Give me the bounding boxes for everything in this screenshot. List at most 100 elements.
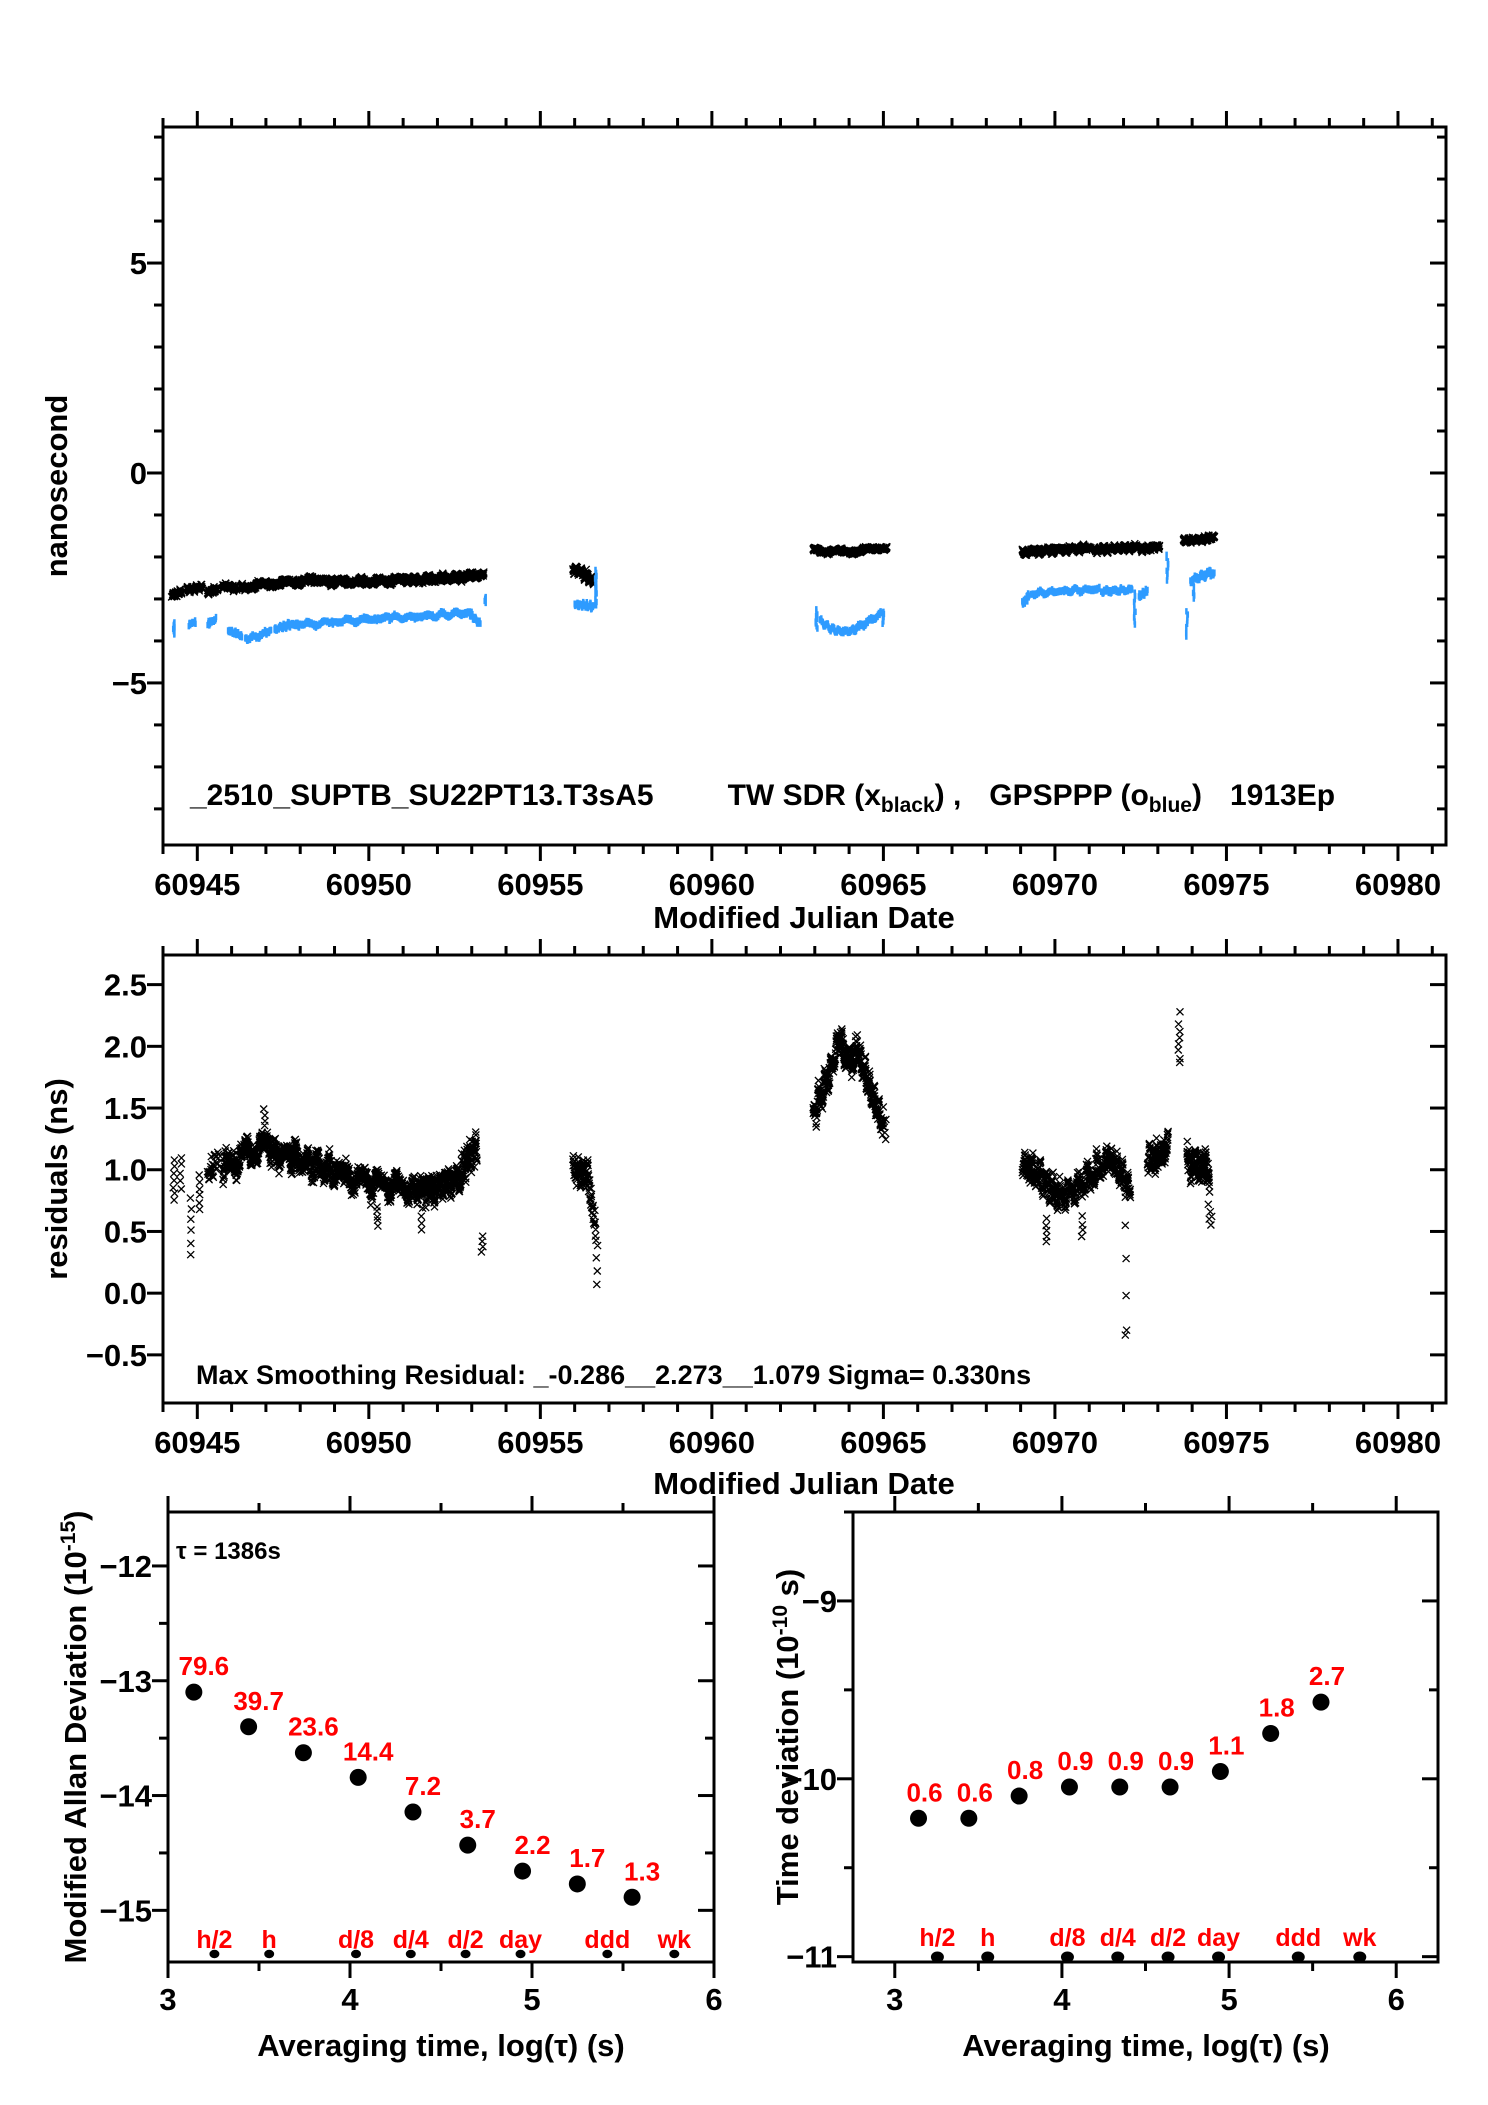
data-point [910, 1809, 928, 1827]
epoch-label: 1913Ep [1229, 779, 1336, 812]
x-tick-label: 4 [341, 1982, 359, 2017]
x-tick-label: 60960 [669, 867, 755, 902]
x-tick-label: 60950 [326, 1425, 412, 1460]
tau-marker-label: day [499, 1926, 542, 1954]
panel-frame [161, 125, 1448, 847]
tau-marker-label: h/2 [919, 1924, 955, 1952]
tau-marker-dot [602, 1949, 613, 1959]
tau-marker-label: d/4 [393, 1926, 429, 1954]
tdev-ylabel-exponent: -10 [769, 1604, 792, 1636]
y-tick-label: −11 [786, 1940, 837, 1975]
point-value-label: 2.2 [514, 1830, 550, 1860]
panel-residuals: 60945 60950 60955 60960 60965 60970 60975 60980… [86, 939, 1448, 1460]
point-value-label: 0.9 [1108, 1746, 1144, 1776]
tau-marker-dot [264, 1949, 275, 1959]
x-tick-label: 60980 [1355, 867, 1441, 902]
tau-marker-label: wk [1342, 1924, 1376, 1952]
tau-marker-dot [1353, 1951, 1367, 1963]
tau-marker-label: h/2 [196, 1926, 232, 1954]
tau-marker-label: wk [657, 1926, 691, 1954]
tau-marker-label: ddd [584, 1926, 630, 1954]
y-tick-label: −10 [784, 1762, 837, 1797]
data-point [294, 1744, 312, 1762]
y-tick-label: 2.0 [104, 1029, 147, 1064]
data-point [1111, 1778, 1129, 1796]
data-point [623, 1888, 641, 1906]
x-tick-label: 60945 [154, 867, 240, 902]
point-value-label: 3.7 [460, 1804, 496, 1834]
point-value-label: 14.4 [343, 1736, 394, 1766]
point-value-label: 0.6 [957, 1777, 993, 1807]
tau-marker-label: ddd [1275, 1924, 1321, 1952]
point-value-label: 0.9 [1158, 1746, 1194, 1776]
x-tick-label: 4 [1053, 1982, 1071, 2017]
data-point [240, 1718, 258, 1736]
tau-marker-dot [209, 1949, 220, 1959]
tau-marker-dot [1111, 1951, 1125, 1963]
x-axis-title-mjd-top: Modified Julian Date [653, 900, 955, 935]
data-point [404, 1803, 422, 1821]
data-point [185, 1683, 203, 1701]
tau-marker-label: h [262, 1926, 277, 1954]
point-value-label: 23.6 [288, 1712, 339, 1742]
y-tick-label: −5 [112, 666, 147, 701]
gpsppp-sub: blue [1148, 794, 1192, 817]
y-tick-label: 0.0 [104, 1276, 147, 1311]
point-value-label: 1.7 [569, 1843, 605, 1873]
data-point [1211, 1763, 1229, 1781]
tau-marker-dot [1212, 1951, 1226, 1963]
y-tick-label: −12 [99, 1549, 152, 1584]
mdev-ylabel-text: Modified Allan Deviation (10 [58, 1551, 93, 1964]
dataset-id: _2510_SUPTB_SU22PT13.T3sA5 [190, 779, 654, 812]
mdev-ylabel-exponent: -15 [57, 1520, 80, 1552]
panel-time-transfer: 60945 60950 60955 60960 60965 60970 60975 60980… [112, 111, 1448, 902]
y-axis-title-mdev: Modified Allan Deviation (10-15) [57, 1457, 94, 2017]
tau-marker-dot [515, 1949, 526, 1959]
y-axis-title-nanosecond: nanosecond [39, 394, 74, 578]
tau-marker-dot [351, 1949, 362, 1959]
x-tick-label: 60955 [497, 1425, 583, 1460]
x-tick-label: 60945 [154, 1425, 240, 1460]
x-tick-label: 60960 [669, 1425, 755, 1460]
y-tick-label: 2.5 [104, 968, 147, 1003]
x-axis-title-avgtime-right: Averaging time, log(τ) (s) [962, 2028, 1330, 2063]
data-point [1262, 1724, 1280, 1742]
tau-marker-label: d/8 [338, 1926, 374, 1954]
y-axis-title-residuals: residuals (ns) [39, 1078, 74, 1280]
y-axis-title-tdev: Time deviation (10-10 s) [769, 1487, 806, 1987]
mdev-ylabel-close: ) [58, 1510, 93, 1521]
series-tw-sdr [167, 531, 1219, 601]
x-axis-title-avgtime-left: Averaging time, log(τ) (s) [257, 2028, 625, 2063]
tw-sdr-close: ) , [934, 779, 962, 812]
tau-marker-label: d/4 [1100, 1924, 1136, 1952]
data-point [459, 1836, 477, 1854]
panel-frame [161, 953, 1448, 1405]
series-gpsppp [171, 551, 1216, 644]
tau-marker-dot [981, 1951, 995, 1963]
data-point [1010, 1787, 1028, 1805]
y-tick-label: −0.5 [86, 1338, 147, 1373]
point-value-label: 0.9 [1057, 1746, 1093, 1776]
point-value-label: 0.6 [906, 1777, 942, 1807]
y-tick-label: −13 [99, 1664, 152, 1699]
point-value-label: 39.7 [233, 1686, 284, 1716]
point-value-label: 0.8 [1007, 1755, 1043, 1785]
tau-marker-dot [1161, 1951, 1175, 1963]
x-tick-label: 60965 [840, 1425, 926, 1460]
point-value-label: 1.1 [1208, 1731, 1244, 1761]
y-tick-label: 0 [130, 456, 147, 491]
tau-marker-label: d/2 [1150, 1924, 1186, 1952]
x-axis-title-mjd-middle: Modified Julian Date [653, 1466, 955, 1501]
tdev-ylabel-text: Time deviation (10 [770, 1635, 805, 1906]
tau-marker-dot [405, 1949, 416, 1959]
tau-marker-dot [1291, 1951, 1305, 1963]
tau-marker-dot [460, 1949, 471, 1959]
tdev-ylabel-close: s) [770, 1568, 805, 1605]
y-tick-label: 1.5 [104, 1091, 147, 1126]
x-tick-label: 6 [1388, 1982, 1405, 2017]
y-tick-label: 5 [130, 246, 147, 281]
series-smoothing-residuals [169, 1007, 1216, 1340]
data-point [1060, 1778, 1078, 1796]
panel-frame [851, 1510, 1440, 1964]
